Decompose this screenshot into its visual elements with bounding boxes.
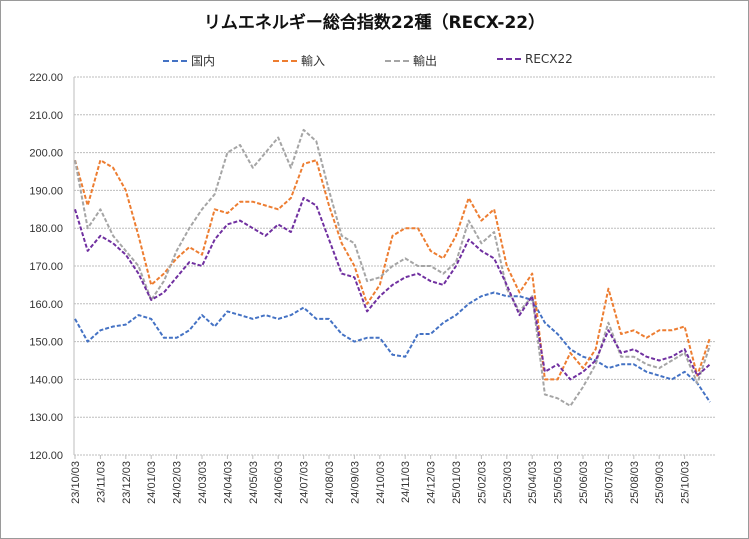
- x-tick-label: 23/10/03: [70, 461, 82, 504]
- x-tick-label: 24/11/03: [400, 461, 412, 503]
- y-tick-label: 160.00: [29, 299, 63, 311]
- x-tick-label: 25/04/03: [527, 461, 539, 504]
- x-tick-label: 24/03/03: [197, 461, 209, 504]
- x-tick-label: 24/01/03: [146, 461, 158, 504]
- x-tick-label: 25/05/03: [553, 461, 565, 504]
- y-tick-label: 200.00: [29, 148, 63, 160]
- x-tick-label: 24/08/03: [324, 461, 336, 504]
- x-tick-label: 24/07/03: [299, 461, 311, 504]
- legend-label: 輸出: [413, 54, 438, 68]
- legend-item: 輸入: [273, 52, 325, 69]
- legend-label: 輸入: [301, 54, 326, 68]
- series-line-4: [74, 197, 711, 381]
- x-tick-label: 24/06/03: [273, 461, 285, 504]
- legend-swatch: [163, 59, 187, 62]
- x-tick-label: 25/02/03: [476, 461, 488, 504]
- x-tick-label: 24/10/03: [375, 461, 387, 504]
- x-tick-label: 23/12/03: [121, 461, 133, 504]
- legend-swatch: [273, 59, 297, 62]
- legend-item: 国内: [163, 52, 215, 69]
- y-tick-label: 150.00: [29, 337, 63, 349]
- y-tick-label: 190.00: [29, 185, 63, 197]
- legend-item: 輸出: [385, 52, 437, 69]
- x-tick-label: 25/01/03: [451, 461, 463, 504]
- series-line-1: [74, 291, 711, 403]
- legend-label: 国内: [191, 54, 216, 68]
- legend-swatch: [497, 58, 521, 60]
- y-tick-label: 120.00: [29, 450, 63, 462]
- y-tick-label: 180.00: [29, 223, 63, 235]
- series-line-2: [74, 159, 711, 381]
- x-tick-label: 25/10/03: [680, 461, 692, 504]
- legend-swatch: [385, 59, 409, 62]
- y-tick-label: 220.00: [29, 72, 63, 84]
- x-tick-label: 25/09/03: [654, 461, 666, 504]
- x-tick-label: 25/07/03: [603, 461, 615, 504]
- x-tick-label: 23/11/03: [95, 461, 107, 503]
- legend-label: RECX22: [525, 52, 573, 66]
- x-tick-label: 24/04/03: [222, 461, 234, 504]
- legend: 国内 輸入 輸出 RECX22: [0, 52, 749, 70]
- chart-title: リムエネルギー総合指数22種（RECX-22）: [203, 13, 546, 33]
- legend-item: RECX22: [497, 52, 573, 66]
- x-tick-label: 25/03/03: [502, 461, 514, 504]
- x-tick-label: 24/12/03: [426, 461, 438, 504]
- series-line-3: [74, 128, 711, 407]
- x-tick-label: 25/06/03: [578, 461, 590, 504]
- y-tick-label: 210.00: [29, 110, 63, 122]
- x-tick-label: 24/05/03: [248, 461, 260, 504]
- x-tick-label: 24/09/03: [349, 461, 361, 504]
- y-tick-label: 140.00: [29, 374, 63, 386]
- y-tick-label: 170.00: [29, 261, 63, 273]
- y-tick-label: 130.00: [29, 412, 63, 424]
- x-tick-label: 24/02/03: [172, 461, 184, 504]
- x-tick-label: 25/08/03: [629, 461, 641, 504]
